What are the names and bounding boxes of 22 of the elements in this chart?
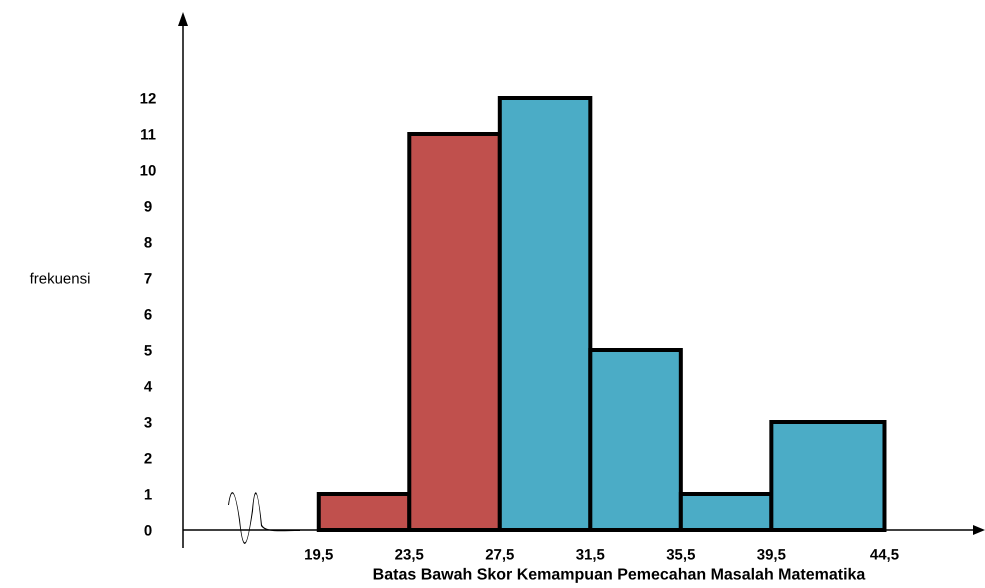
y-tick-label: 0 bbox=[144, 522, 152, 540]
x-tick-label: 19,5 bbox=[304, 546, 334, 564]
x-axis-title: Batas Bawah Skor Kemampuan Pemecahan Masalah Matematika bbox=[372, 566, 866, 584]
y-tick-label: 1 bbox=[144, 486, 152, 504]
y-tick-label: 12 bbox=[140, 90, 156, 108]
y-tick-label: 4 bbox=[144, 378, 153, 396]
x-tick-label: 23,5 bbox=[394, 546, 424, 564]
y-tick-label: 8 bbox=[144, 234, 152, 252]
y-tick-label: 6 bbox=[144, 306, 152, 324]
x-tick-label: 27,5 bbox=[485, 546, 514, 564]
y-tick-label: 2 bbox=[144, 450, 152, 468]
y-tick-label: 7 bbox=[144, 270, 152, 288]
y-tick-label: 11 bbox=[140, 126, 156, 144]
y-tick-label: 5 bbox=[144, 342, 152, 360]
x-tick-label: 44,5 bbox=[870, 546, 900, 564]
x-tick-label: 35,5 bbox=[666, 546, 696, 564]
y-tick-label: 3 bbox=[144, 414, 152, 432]
y-tick-label: 9 bbox=[144, 198, 152, 216]
x-tick-label: 31,5 bbox=[576, 546, 605, 564]
y-tick-label: 10 bbox=[140, 162, 156, 180]
x-tick-label: 39,5 bbox=[756, 546, 786, 564]
y-axis-title: frekuensi bbox=[30, 270, 90, 288]
